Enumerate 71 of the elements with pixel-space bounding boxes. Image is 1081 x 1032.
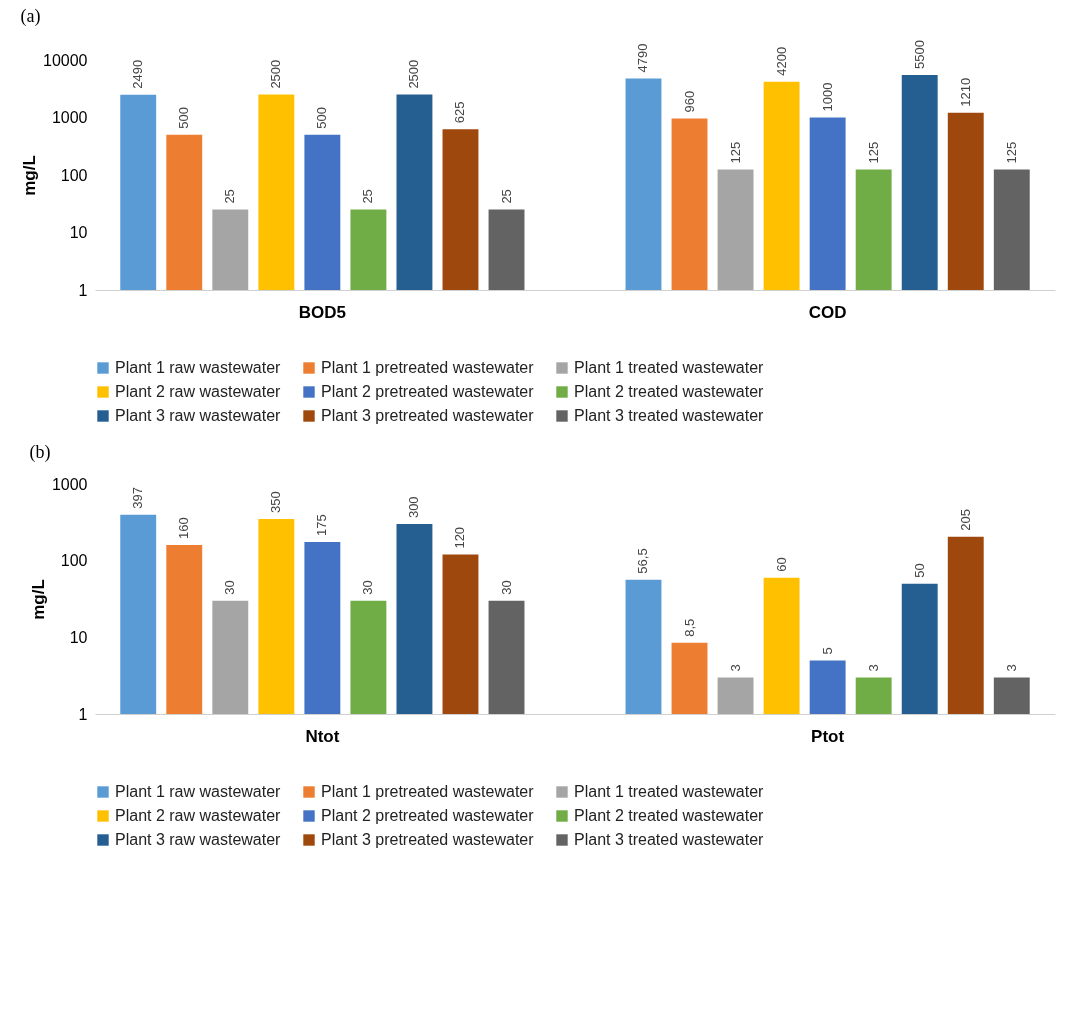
data-label: 2500 [406, 59, 422, 89]
chart-title: (a) [20, 6, 41, 28]
y-tick-label: 1 [78, 281, 88, 299]
data-label: 25 [222, 189, 238, 204]
legend-label: Plant 1 treated wastewater [574, 359, 765, 376]
data-label: 205 [957, 509, 973, 531]
legend-label: Plant 2 pretreated wastewater [321, 807, 535, 824]
legend-label: Plant 2 pretreated wastewater [321, 383, 535, 400]
y-tick-label: 1000 [51, 109, 88, 126]
chart-title: (b) [29, 442, 51, 463]
data-label: 3 [865, 664, 881, 672]
data-label: 1210 [957, 77, 973, 107]
y-axis-title: mg/L [20, 155, 40, 196]
data-label: 2490 [130, 59, 146, 89]
data-label: 125 [1003, 141, 1019, 164]
legend-label: Plant 2 raw wastewater [115, 383, 282, 400]
data-label: 30 [498, 580, 514, 595]
legend-label: Plant 1 raw wastewater [115, 783, 282, 800]
legend-label: Plant 3 raw wastewater [115, 831, 282, 848]
legend-label: Plant 1 pretreated wastewater [321, 783, 535, 800]
data-label: 4200 [773, 46, 789, 76]
legend-label: Plant 2 treated wastewater [574, 383, 765, 400]
data-label: 60 [773, 557, 789, 572]
y-tick-label: 100 [60, 166, 88, 184]
legend-label: Plant 2 raw wastewater [115, 807, 282, 824]
x-tick-label: COD [808, 302, 847, 322]
data-label: 500 [176, 107, 192, 129]
data-label: 960 [681, 90, 697, 113]
data-label: 3 [1003, 664, 1019, 672]
legend-label: Plant 1 treated wastewater [574, 783, 765, 800]
data-label: 160 [176, 517, 192, 540]
data-label: 125 [865, 141, 881, 164]
data-label: 120 [452, 526, 468, 549]
data-label: 3 [727, 664, 743, 672]
legend-label: Plant 3 pretreated wastewater [321, 407, 535, 424]
data-label: 350 [268, 491, 284, 513]
legend-label: Plant 2 treated wastewater [574, 807, 765, 824]
legend-label: Plant 3 treated wastewater [574, 831, 765, 848]
y-tick-label: 10 [69, 224, 88, 241]
data-label: 56,5 [635, 548, 651, 574]
data-label: 5500 [911, 40, 927, 69]
y-tick-label: 10000 [43, 51, 88, 69]
data-label: 175 [314, 514, 330, 537]
data-label: 25 [498, 189, 514, 204]
data-label: 50 [911, 563, 927, 578]
data-label: 8,5 [681, 618, 697, 637]
data-label: 5 [819, 647, 835, 655]
data-label: 125 [727, 141, 743, 164]
data-label: 625 [452, 101, 468, 124]
legend-label: Plant 1 pretreated wastewater [321, 359, 535, 376]
x-tick-label: BOD5 [298, 302, 346, 322]
y-tick-label: 10 [69, 628, 88, 646]
y-tick-label: 1000 [51, 475, 88, 493]
data-label: 2500 [268, 59, 284, 89]
legend-label: Plant 1 raw wastewater [115, 359, 282, 376]
data-label: 397 [130, 487, 146, 509]
x-tick-label: Ntot [305, 726, 340, 746]
legend-label: Plant 3 pretreated wastewater [321, 831, 535, 848]
legend-label: Plant 3 treated wastewater [574, 407, 765, 424]
data-label: 300 [406, 496, 422, 519]
data-label: 30 [360, 580, 376, 595]
data-label: 4790 [635, 43, 651, 73]
x-tick-label: Ptot [811, 726, 845, 746]
data-label: 500 [314, 107, 330, 129]
y-tick-label: 100 [60, 552, 88, 570]
legend-label: Plant 3 raw wastewater [115, 407, 282, 424]
data-label: 1000 [819, 82, 835, 112]
y-axis-title: mg/L [28, 579, 48, 620]
y-tick-label: 1 [78, 705, 88, 723]
data-label: 25 [360, 189, 376, 204]
data-label: 30 [222, 580, 238, 595]
